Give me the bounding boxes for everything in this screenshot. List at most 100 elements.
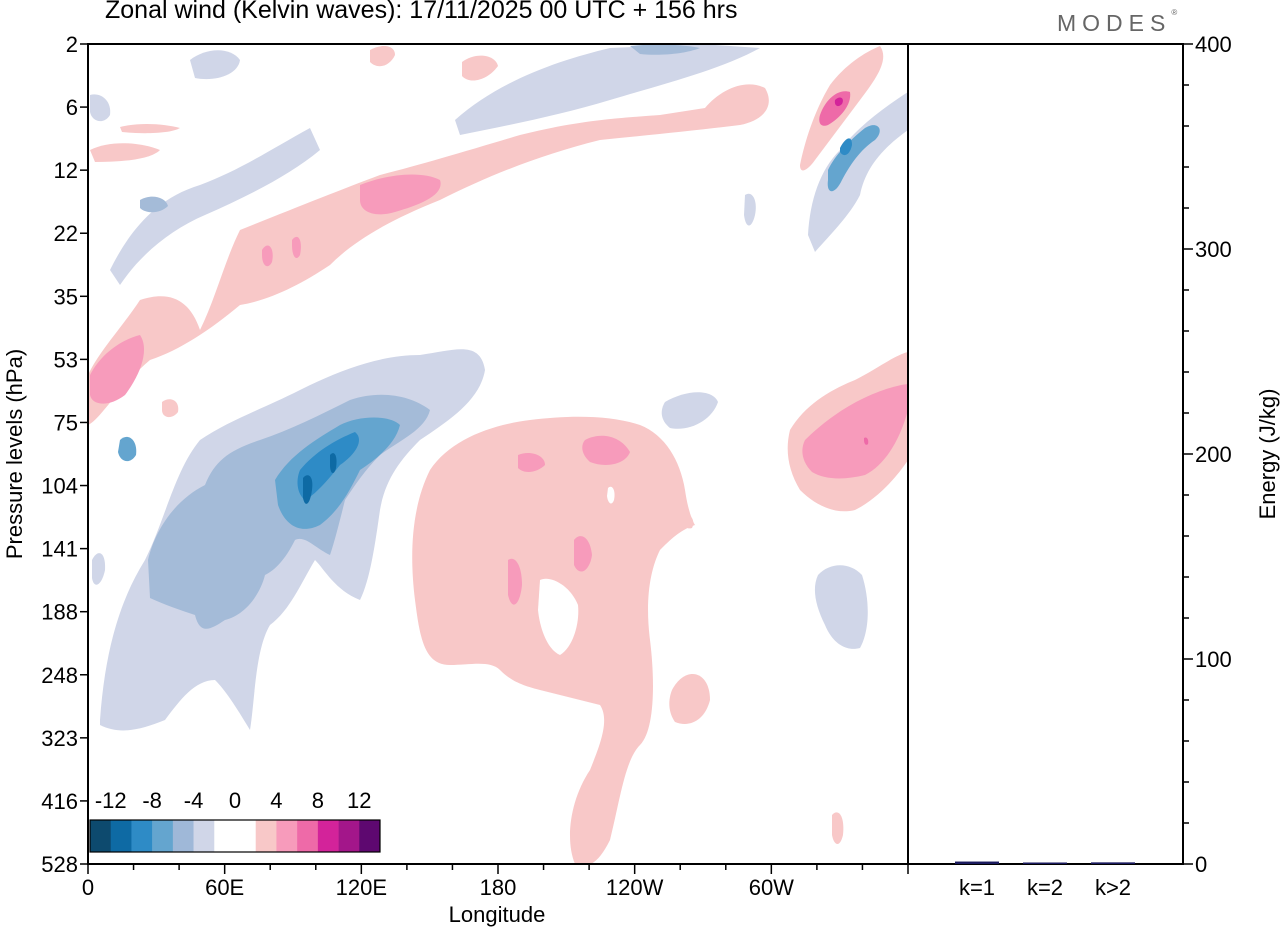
x-tick-label: 60E bbox=[205, 875, 244, 900]
contour-positive bbox=[802, 384, 908, 479]
contour-positive bbox=[682, 514, 694, 529]
contour-negative bbox=[92, 553, 106, 585]
colorbar-swatch bbox=[131, 820, 153, 852]
y-tick-label: 6 bbox=[66, 95, 78, 120]
contour-positive bbox=[607, 486, 615, 504]
colorbar-swatch bbox=[255, 820, 277, 852]
contour-negative bbox=[297, 432, 360, 500]
energy-bar bbox=[1023, 862, 1067, 864]
x-axis-label: Longitude bbox=[449, 902, 546, 927]
contour-negative bbox=[118, 436, 137, 462]
colorbar-swatch bbox=[297, 820, 319, 852]
colorbar-label: 4 bbox=[270, 788, 282, 813]
contour-positive bbox=[582, 435, 630, 465]
colorbar-swatch bbox=[276, 820, 298, 852]
y-axis: 2 6 12 22 35 53 75 104 141 188 248 323 416 528 bbox=[41, 32, 88, 877]
contour-negative bbox=[827, 125, 880, 192]
energy-tick-label: 300 bbox=[1195, 237, 1232, 262]
colorbar-label: -4 bbox=[184, 788, 204, 813]
y-tick-label: 2 bbox=[66, 32, 78, 57]
brand-logo: MODES® bbox=[1057, 8, 1177, 37]
contour-negative bbox=[840, 138, 852, 156]
contour-positive bbox=[518, 453, 545, 472]
colorbar-label: 12 bbox=[347, 788, 371, 813]
contour-negative bbox=[808, 92, 908, 252]
energy-category-label: k>2 bbox=[1095, 875, 1131, 900]
contour-negative bbox=[744, 193, 756, 226]
contour-negative bbox=[455, 44, 760, 135]
y-tick-label: 416 bbox=[41, 789, 78, 814]
y-tick-label: 12 bbox=[54, 158, 78, 183]
y-tick-label: 248 bbox=[41, 663, 78, 688]
energy-tick-label: 0 bbox=[1195, 852, 1207, 877]
colorbar-swatch bbox=[172, 820, 194, 852]
y-tick-label: 104 bbox=[41, 474, 78, 499]
colorbar-label: -12 bbox=[95, 788, 127, 813]
energy-tick-label: 200 bbox=[1195, 442, 1232, 467]
x-axis: 0 60E 120E 180 120W 60W bbox=[82, 864, 909, 900]
contour-positive bbox=[360, 174, 441, 215]
contour-positive bbox=[262, 245, 273, 267]
x-tick-label: 0 bbox=[82, 875, 94, 900]
contour-negative bbox=[330, 453, 337, 474]
contour-negative bbox=[814, 565, 868, 649]
energy-bars: k=1 k=2 k>2 bbox=[955, 861, 1135, 900]
energy-axis: 0 100 200 300 400 bbox=[1183, 32, 1232, 877]
contour-positive bbox=[370, 45, 395, 67]
contour-positive bbox=[292, 236, 301, 259]
energy-tick-label: 100 bbox=[1195, 647, 1232, 672]
brand-text: MODES bbox=[1057, 10, 1172, 36]
x-tick-label: 60W bbox=[749, 875, 794, 900]
contour-positive bbox=[90, 143, 160, 162]
y-tick-label: 75 bbox=[54, 410, 78, 435]
x-tick-label: 180 bbox=[480, 875, 517, 900]
contour-field bbox=[88, 44, 908, 864]
energy-tick-label: 400 bbox=[1195, 32, 1232, 57]
y-tick-label: 53 bbox=[54, 347, 78, 372]
contour-positive bbox=[88, 84, 769, 425]
energy-bar bbox=[1091, 862, 1135, 864]
colorbar-swatch bbox=[152, 820, 174, 852]
y-tick-label: 188 bbox=[41, 600, 78, 625]
contour-negative bbox=[140, 196, 168, 213]
contour-positive bbox=[669, 673, 710, 724]
contour-negative bbox=[90, 94, 111, 122]
energy-bar bbox=[955, 861, 999, 864]
energy-category-label: k=1 bbox=[959, 875, 995, 900]
colorbar-label: -8 bbox=[142, 788, 162, 813]
colorbar-swatch bbox=[338, 820, 360, 852]
y-tick-label: 35 bbox=[54, 284, 78, 309]
y-tick-label: 141 bbox=[41, 537, 78, 562]
contour-negative bbox=[110, 128, 320, 285]
colorbar-swatch bbox=[359, 820, 381, 852]
y-tick-label: 323 bbox=[41, 726, 78, 751]
x-tick-label: 120W bbox=[606, 875, 664, 900]
contour-positive bbox=[120, 124, 180, 134]
contour-positive bbox=[834, 97, 843, 107]
colorbar-label: 8 bbox=[312, 788, 324, 813]
y-axis-label: Pressure levels (hPa) bbox=[2, 349, 27, 559]
contour-negative bbox=[190, 50, 240, 80]
contour-positive bbox=[462, 55, 498, 81]
contour-positive bbox=[162, 399, 179, 418]
colorbar-swatch bbox=[193, 820, 215, 852]
colorbar-swatch bbox=[110, 820, 132, 852]
colorbar-label: 0 bbox=[229, 788, 241, 813]
contour-positive bbox=[538, 578, 579, 655]
energy-category-label: k=2 bbox=[1027, 875, 1063, 900]
contour-negative bbox=[303, 475, 313, 504]
energy-plot-frame bbox=[907, 43, 1184, 865]
chart-title: Zonal wind (Kelvin waves): 17/11/2025 00… bbox=[105, 0, 738, 24]
colorbar: -12 -8 -4 0 4 8 12 bbox=[89, 788, 381, 853]
colorbar-frame bbox=[89, 819, 381, 853]
colorbar-swatch bbox=[235, 820, 257, 852]
contour-positive bbox=[574, 536, 592, 572]
colorbar-swatch bbox=[90, 820, 112, 852]
contour-negative bbox=[661, 392, 718, 429]
contour-positive bbox=[90, 335, 145, 404]
y-tick-label: 528 bbox=[41, 852, 78, 877]
contour-positive bbox=[508, 558, 522, 605]
x-tick-label: 120E bbox=[336, 875, 387, 900]
colorbar-swatch bbox=[214, 820, 236, 852]
